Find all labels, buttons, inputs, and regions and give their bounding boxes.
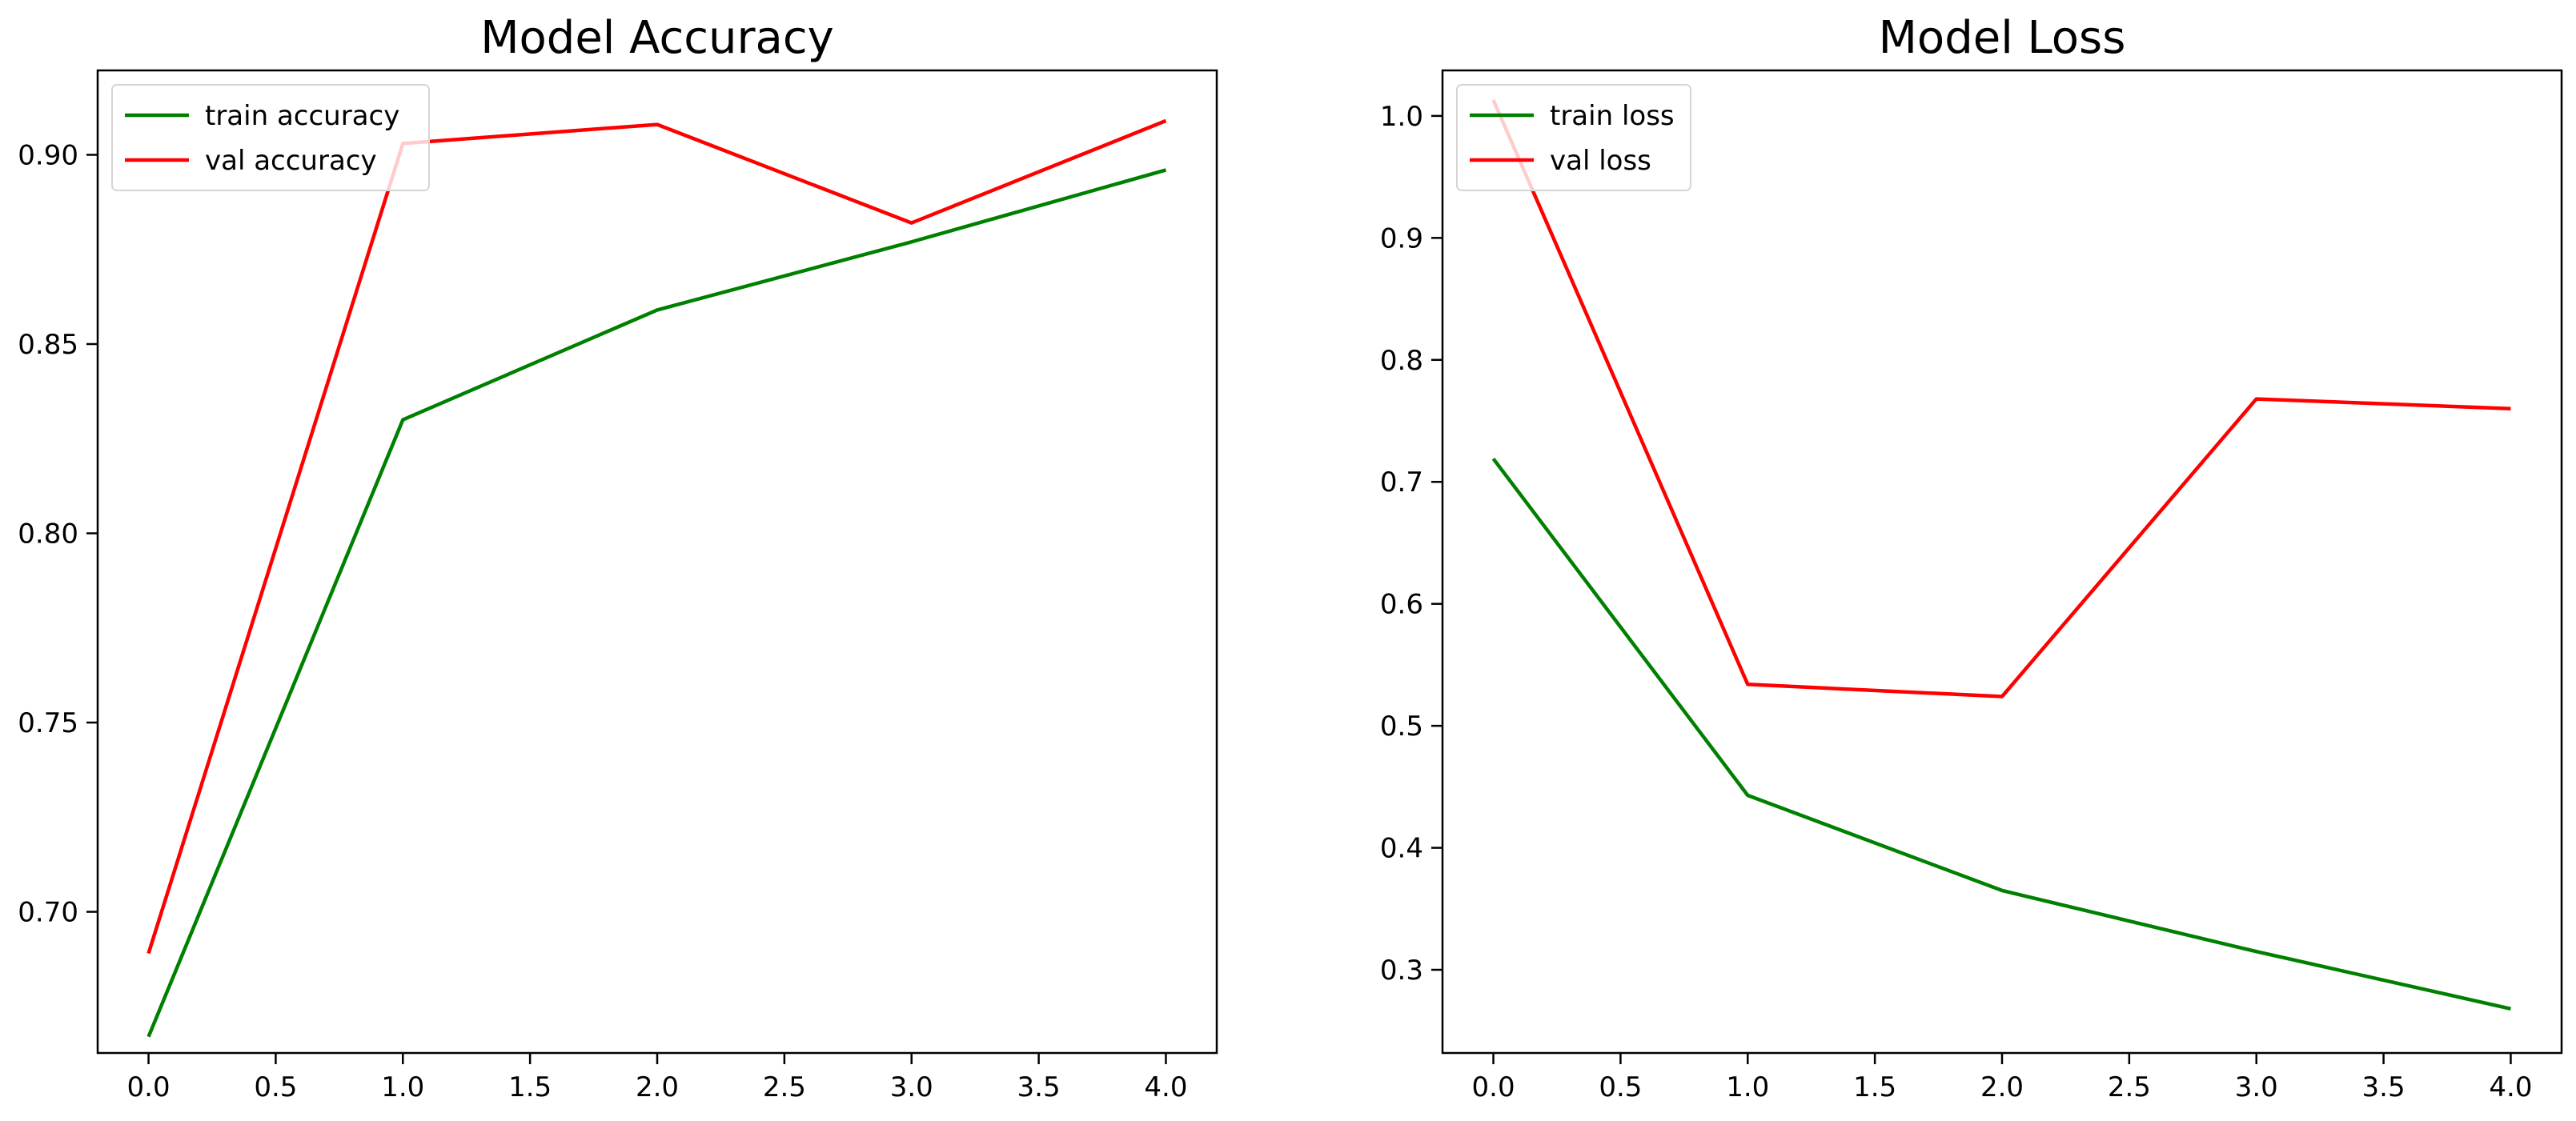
series-line-train-loss — [1491, 457, 2511, 1011]
legend-box — [1456, 84, 1691, 191]
chart-panel-2: Model Loss 0.0 0.5 1.0 1.5 2.0 2.5 3.0 3.5 4.0 0.3… — [1380, 12, 2563, 1103]
x-tick-label: 0.0 — [1472, 1071, 1515, 1103]
legend-label: train loss — [1550, 100, 1675, 132]
y-tick-label: 0.5 — [1380, 711, 1423, 743]
legend-label: train accuracy — [205, 100, 399, 132]
series-line-val-loss — [1491, 99, 2511, 699]
chart-panel-1: Model Accuracy 0.0 0.5 1.0 1.5 2.0 2.5 3.0 3.5 4.… — [18, 12, 1218, 1103]
legend: train accuracy val accuracy — [111, 84, 430, 191]
legend-label: val accuracy — [205, 145, 377, 177]
x-tick-label: 0.5 — [1599, 1071, 1642, 1103]
series-line-train-accuracy — [146, 168, 1167, 1038]
chart-title: Model Accuracy — [480, 12, 834, 64]
x-tick-label: 3.5 — [2362, 1071, 2405, 1103]
x-tick-label: 3.0 — [890, 1071, 933, 1103]
x-tick-label: 0.0 — [127, 1071, 171, 1103]
y-tick-label: 0.7 — [1380, 466, 1423, 498]
y-tick-label: 0.80 — [18, 518, 78, 550]
x-tick-label: 3.0 — [2235, 1071, 2278, 1103]
x-tick-label: 2.5 — [763, 1071, 806, 1103]
legend: train loss val loss — [1456, 84, 1691, 191]
y-tick-label: 1.0 — [1380, 101, 1423, 133]
x-tick-label: 2.0 — [1980, 1071, 2024, 1103]
y-tick-label: 0.85 — [18, 329, 78, 361]
x-tick-label: 1.0 — [381, 1071, 424, 1103]
y-tick-label: 0.90 — [18, 139, 78, 171]
y-tick-label: 0.8 — [1380, 345, 1423, 377]
x-tick-label: 2.0 — [636, 1071, 679, 1103]
axes-frame — [96, 69, 1218, 1055]
x-tick-label: 4.0 — [1144, 1071, 1187, 1103]
y-tick-label: 0.9 — [1380, 222, 1423, 254]
x-tick-label: 1.5 — [1853, 1071, 1896, 1103]
x-tick-label: 4.0 — [2489, 1071, 2532, 1103]
series-line-val-accuracy — [146, 118, 1167, 955]
legend-label: val loss — [1550, 145, 1651, 177]
legend-box — [111, 84, 430, 191]
x-tick-label: 1.5 — [508, 1071, 552, 1103]
y-tick-label: 0.75 — [18, 707, 78, 739]
x-tick-label: 2.5 — [2108, 1071, 2151, 1103]
x-tick-label: 1.0 — [1726, 1071, 1769, 1103]
x-tick-label: 3.5 — [1017, 1071, 1061, 1103]
x-tick-label: 0.5 — [254, 1071, 297, 1103]
y-tick-label: 0.3 — [1380, 955, 1423, 987]
y-tick-label: 0.70 — [18, 897, 78, 929]
y-tick-label: 0.4 — [1380, 833, 1423, 865]
y-tick-label: 0.6 — [1380, 589, 1423, 621]
axes-frame — [1441, 69, 2563, 1055]
chart-title: Model Loss — [1879, 12, 2126, 64]
